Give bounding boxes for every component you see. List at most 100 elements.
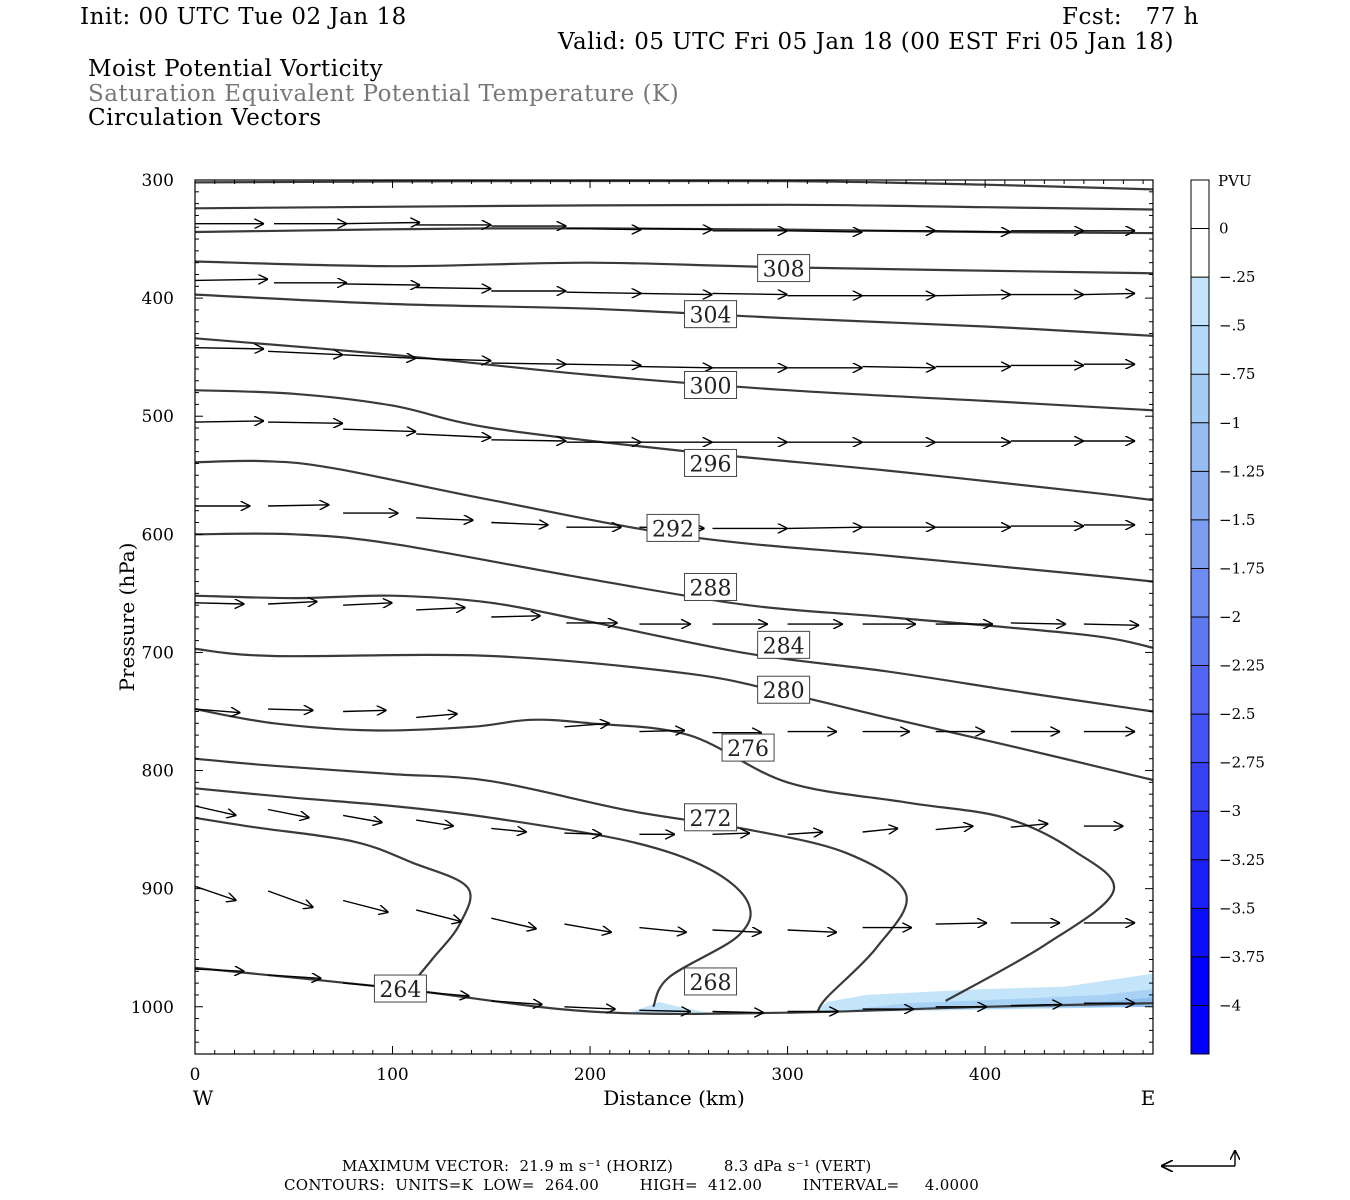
colorbar-cell [1191,568,1209,618]
circulation-vector [416,819,454,826]
circulation-vector [935,231,1011,232]
y-tick-label: 800 [142,762,174,782]
x-tick-label: 0 [190,1065,201,1085]
colorbar-cell [1191,714,1209,764]
circulation-vector [194,709,240,713]
colorbar-cell [1191,1005,1209,1055]
circulation-vector [194,348,264,349]
x-left-end-label: W [193,1086,214,1110]
colorbar-label: −3 [1219,802,1241,820]
circulation-vector [787,930,837,932]
theta-contour [194,293,1154,337]
circulation-vector [491,1001,542,1005]
circulation-vector [416,909,462,922]
contour-label: 280 [763,679,805,704]
circulation-vector [343,429,416,431]
circulation-vector [1010,824,1049,828]
colorbar-cell [1191,519,1209,569]
circulation-vector [416,434,491,438]
colorbar-cell [1191,811,1209,861]
circulation-vector [712,293,788,294]
x-tick-label: 400 [969,1065,1001,1085]
x-tick-label: 300 [771,1065,803,1085]
circulation-vector [194,279,268,280]
colorbar-label: −3.5 [1219,899,1255,917]
y-tick-label: 600 [142,525,174,545]
circulation-vector [268,602,317,604]
colorbar-cell [1191,762,1209,812]
colorbar-label: −3.75 [1219,948,1265,966]
circulation-vector [491,363,566,364]
contour-label: 268 [690,971,732,996]
circulation-vector [343,603,392,605]
y-tick-label: 700 [142,643,174,663]
circulation-vector [639,367,712,368]
circulation-vector [268,505,329,506]
colorbar-label: −1 [1219,414,1241,432]
circulation-vector [639,293,712,294]
circulation-vector [491,616,540,617]
circulation-vector [416,518,473,520]
contour-label-layer: 308 304 300 296 292 288 284 280 276 272 268 264 [373,254,811,1003]
circulation-vector [935,295,1011,296]
theta-contour [194,708,1116,1002]
x-tick-label: 200 [574,1065,606,1085]
x-right-end-label: E [1141,1086,1156,1110]
contour-label-box [684,572,738,601]
circulation-vector [342,899,389,913]
colorbar-label: −1.75 [1219,559,1265,577]
circulation-vector [639,730,685,731]
circulation-vector [267,890,313,908]
circulation-vector [491,917,536,929]
colorbar-cell [1191,180,1209,230]
circulation-vector [491,440,566,441]
circulation-vector [194,421,264,422]
theta-contour [194,179,1154,191]
axis-layer: 300 400 500 600 700 800 900 1000 0 100 200 300 400 [131,171,1154,1085]
contour-label-box [684,371,738,400]
contour-label-box [684,300,738,329]
theta-contour-layer [194,179,1154,1016]
circulation-vector [268,351,343,355]
contour-label-box [684,448,738,477]
circulation-vector [566,292,641,293]
circulation-vector [566,364,641,365]
y-tick-label: 300 [142,171,174,191]
circulation-vector [1010,623,1066,624]
circulation-vector [343,710,387,711]
circulation-vector [787,832,824,834]
colorbar-label: −.75 [1219,365,1255,383]
circulation-vector [1083,624,1139,625]
circulation-vector [787,231,863,232]
circulation-vector [416,358,491,360]
colorbar-cell [1191,908,1209,958]
circulation-vector [268,422,343,423]
theta-contour [194,757,908,1014]
field-title-mpv: Moist Potential Vorticity [88,56,384,82]
circulation-vector [564,923,611,932]
theta-contour [194,459,1154,583]
circulation-vector [194,603,244,604]
colorbar-label: −2.75 [1219,754,1265,772]
init-time: Init: 00 UTC Tue 02 Jan 18 [80,4,407,30]
reference-vector-icon [1161,1150,1235,1166]
circulation-vector [564,723,609,727]
circulation-vector [862,828,899,832]
plot-frame [194,179,1154,1055]
colorbar-cell [1191,665,1209,715]
theta-contour [194,203,1154,211]
valid-time: Valid: 05 UTC Fri 05 Jan 18 (00 EST Fri … [558,29,1174,55]
colorbar-label: 0 [1219,220,1229,238]
forecast-hour: Fcst: 77 h [1062,4,1199,30]
circulation-vector [342,814,383,822]
theta-contour [194,594,1154,713]
colorbar-cell [1191,374,1209,424]
pv-colorbar: 0 −.25 −.5 −.75 −1 −1.25 −1.5 −1.75 −2 −2.25 −2.5 −… [1190,179,1265,1055]
y-tick-label: 1000 [131,998,174,1018]
circulation-vector [416,608,465,610]
colorbar-cell [1191,228,1209,278]
circulation-vector [416,288,491,289]
circulation-vector [566,228,641,229]
circulation-vector [268,975,321,979]
